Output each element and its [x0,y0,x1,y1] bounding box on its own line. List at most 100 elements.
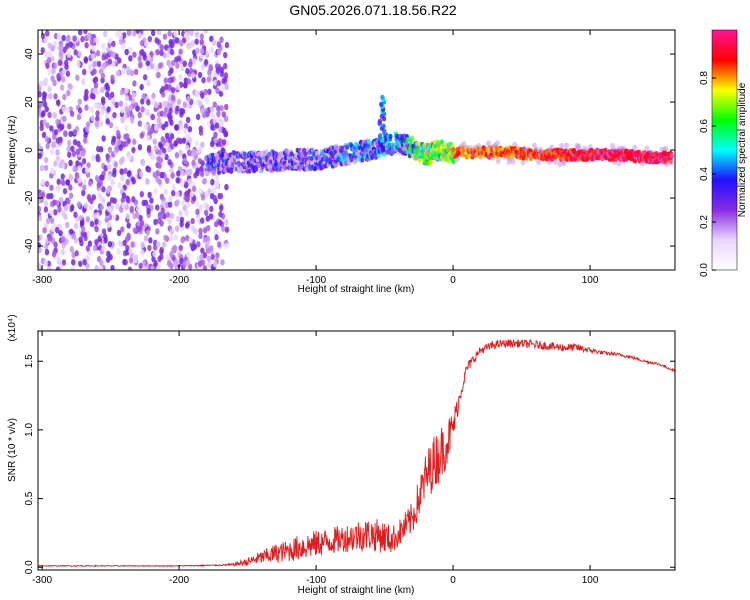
spectrogram-cell [62,93,67,101]
spectrogram-cell [107,146,113,153]
spectrogram-cell [61,34,66,42]
spectrogram-cell [52,133,57,141]
spectrogram-cell [140,98,145,105]
spectrogram-cell [207,88,212,95]
spectrogram-cell [138,262,143,270]
spectrogram-cell [132,80,137,87]
spectrogram-cell [95,211,100,219]
spectrogram-cell [116,229,122,237]
spectrogram-cell [179,180,185,188]
spectrogram-cell [451,159,456,165]
spectrogram-cell [91,45,96,52]
spectrogram-cell [137,55,142,63]
x-tick-label: -100 [306,575,326,586]
spectrogram-cell [179,220,184,228]
spectrogram-cell [80,226,86,233]
spectrogram-cell [73,49,78,56]
spectrogram-cell [212,260,218,268]
spectrogram-cell [75,74,80,81]
spectrogram-cell [66,198,71,205]
spectrogram-cell [139,39,145,47]
spectrogram-cell [179,123,185,131]
spectrogram-cell [155,48,160,56]
spectrogram-cell [126,69,131,76]
spectrogram-cell [147,35,153,43]
spectrogram-cell [157,255,162,263]
spectrogram-cell [221,111,226,118]
spectrogram-cell [142,54,148,61]
spectrogram-cell [61,105,67,113]
spectrogram-cell [203,209,209,216]
spectrogram-cell [207,261,212,268]
spectrogram-cell [100,86,105,94]
colorbar-ticks: 0.0 0.2 0.4 0.6 0.8 [699,71,716,277]
spectrogram-cell [161,123,166,131]
spectrogram-cell [87,180,93,187]
spectrogram-cell [158,141,163,148]
spectrogram-cell [47,42,52,49]
spectrogram-cell [663,145,669,152]
spectrogram-cell [92,88,98,95]
spectrogram-cell [123,113,128,121]
spectrogram-cell [180,236,185,244]
spectrogram-cell [140,241,145,249]
spectrogram-cell [43,77,49,84]
spectrogram-cell [199,170,205,178]
spectrogram-cell [154,101,159,109]
spectrogram-cell [220,86,226,93]
spectrogram-cell [167,136,173,144]
spectrogram-cell [72,128,78,136]
spectrogram-cell [101,228,107,235]
spectrogram-cell [164,153,169,161]
spectrogram-cell [153,218,158,226]
spectrogram-cell [52,112,57,119]
y-tick-label: 0 [24,147,35,153]
spectrogram-cell [170,172,175,179]
spectrogram-cell [206,224,211,232]
spectrogram-cell [85,245,91,252]
spectrogram-cell [47,69,52,76]
spectrogram-cell [44,180,50,188]
spectrogram-cell [43,164,49,171]
spectrogram-cell [184,222,190,229]
spectrogram-cell [150,113,155,121]
spectrogram-cell [128,104,133,111]
spectrogram-cell [107,174,112,181]
spectrogram-cell [138,171,144,178]
spectrogram-cell [121,192,127,199]
spectrogram-cell [39,124,44,132]
spectrogram-cell [72,35,77,42]
spectrogram-cell [121,202,126,209]
spectrogram-cell [66,89,71,97]
spectrogram-cell [633,158,638,164]
spectrogram-cell [62,187,68,195]
spectrogram-cell [90,53,96,60]
spectrogram-cell [82,258,87,266]
spectrogram-cell [190,72,196,79]
spectrogram-cell [466,153,471,159]
spectrogram-cell [167,84,172,91]
spectrogram-cell [200,107,205,115]
spectrogram-cell [184,144,190,151]
y-tick-label: 0.0 [24,560,35,574]
spectrogram-cell [128,248,133,255]
spectrogram-cell [118,100,124,107]
spectrogram-cell [360,157,365,163]
spectrogram-cell [84,42,89,49]
spectrogram-cell [218,210,223,218]
spectrogram-cell [149,127,155,134]
spectrogram-cell [223,72,229,79]
spectrogram-cell [221,77,226,85]
spectrogram-cell [82,178,87,186]
spectrogram-cell [94,36,100,44]
spectrogram-cell [175,215,181,223]
spectrogram-cell [95,155,100,163]
spectrogram-cell [200,92,205,99]
spectrogram-cell [223,51,228,59]
spectrogram-cell [417,157,422,163]
spectrogram-cell [56,255,61,263]
spectrogram-cell [132,51,137,58]
spectrogram-cell [120,156,125,163]
spectrogram-cell [99,264,104,270]
spectrogram-cell [43,243,49,251]
